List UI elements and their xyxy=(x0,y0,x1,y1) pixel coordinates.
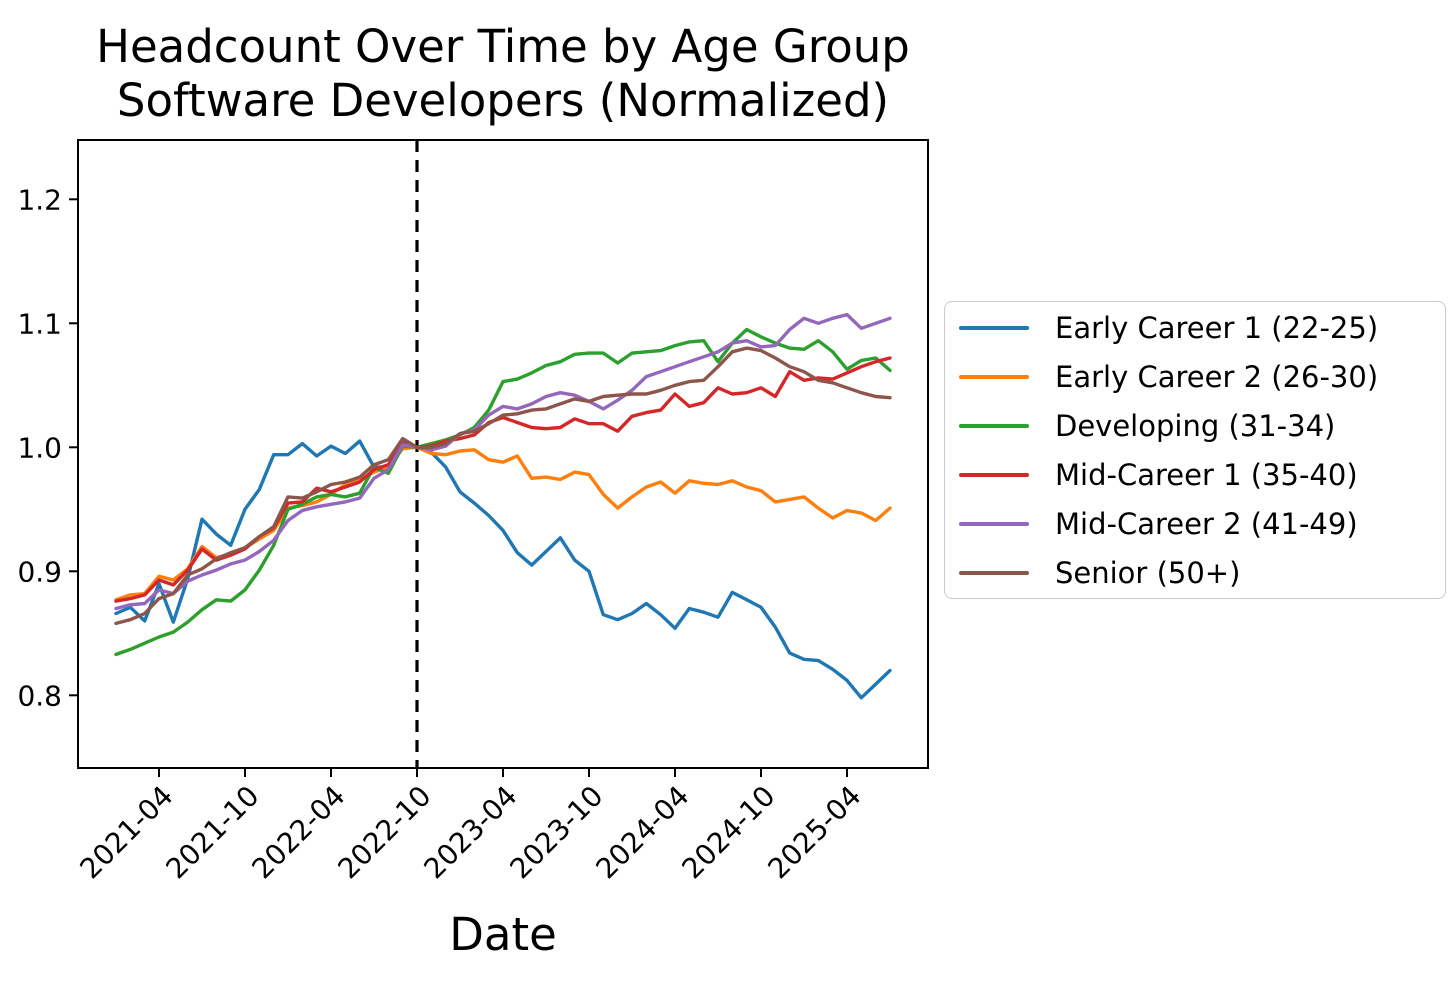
y-axis-tick-label: 0.8 xyxy=(17,679,62,712)
legend-label: Senior (50+) xyxy=(1055,555,1241,590)
legend-swatch-line xyxy=(959,423,1029,428)
legend-item: Early Career 2 (26-30) xyxy=(959,359,1445,394)
chart-title-line1: Headcount Over Time by Age Group xyxy=(96,20,910,73)
legend-swatch-line xyxy=(959,374,1029,379)
series-line-senior-50 xyxy=(114,346,892,626)
chart-title-line2: Software Developers (Normalized) xyxy=(116,74,890,127)
legend: Early Career 1 (22-25) Early Career 2 (26… xyxy=(944,301,1446,599)
legend-label: Mid-Career 2 (41-49) xyxy=(1055,506,1358,541)
series-line-developing-31-34 xyxy=(114,327,892,657)
legend-label: Early Career 2 (26-30) xyxy=(1055,359,1379,394)
legend-item: Early Career 1 (22-25) xyxy=(959,310,1445,345)
x-axis-tick-label: 2025-04 xyxy=(762,779,868,885)
series-line-early-career-1-22-25 xyxy=(114,439,892,700)
legend-item: Mid-Career 1 (35-40) xyxy=(959,457,1445,492)
y-axis-tick-label: 0.9 xyxy=(17,555,62,588)
legend-label: Developing (31-34) xyxy=(1055,408,1336,443)
axes-frame xyxy=(77,139,929,769)
legend-item: Senior (50+) xyxy=(959,555,1445,590)
x-axis-title: Date xyxy=(449,908,557,961)
legend-swatch-line xyxy=(959,325,1029,330)
legend-label: Early Career 1 (22-25) xyxy=(1055,310,1379,345)
series-line-mid-career-2-41-49 xyxy=(114,312,892,611)
x-axis-tick-label: 2021-10 xyxy=(160,779,266,885)
legend-label: Mid-Career 1 (35-40) xyxy=(1055,457,1358,492)
legend-item: Developing (31-34) xyxy=(959,408,1445,443)
x-axis-tick-label: 2023-04 xyxy=(418,779,524,885)
series-line-early-career-2-26-30 xyxy=(114,445,892,602)
y-axis-tick-label: 1.2 xyxy=(17,183,62,216)
legend-swatch-line xyxy=(959,472,1029,477)
y-axis-tick-label: 1.0 xyxy=(17,431,62,464)
y-axis-tick-label: 1.1 xyxy=(17,307,62,340)
x-axis-tick-label: 2023-10 xyxy=(504,779,610,885)
x-axis-tick-label: 2024-10 xyxy=(676,779,782,885)
legend-swatch-line xyxy=(959,521,1029,526)
x-axis-tick-label: 2021-04 xyxy=(74,779,180,885)
legend-swatch-line xyxy=(959,570,1029,575)
legend-item: Mid-Career 2 (41-49) xyxy=(959,506,1445,541)
chart-title: Headcount Over Time by Age Group Softwar… xyxy=(96,20,910,128)
x-axis-tick-label: 2022-04 xyxy=(246,779,352,885)
x-axis-tick-label: 2022-10 xyxy=(332,779,438,885)
x-axis-tick-label: 2024-04 xyxy=(590,779,696,885)
